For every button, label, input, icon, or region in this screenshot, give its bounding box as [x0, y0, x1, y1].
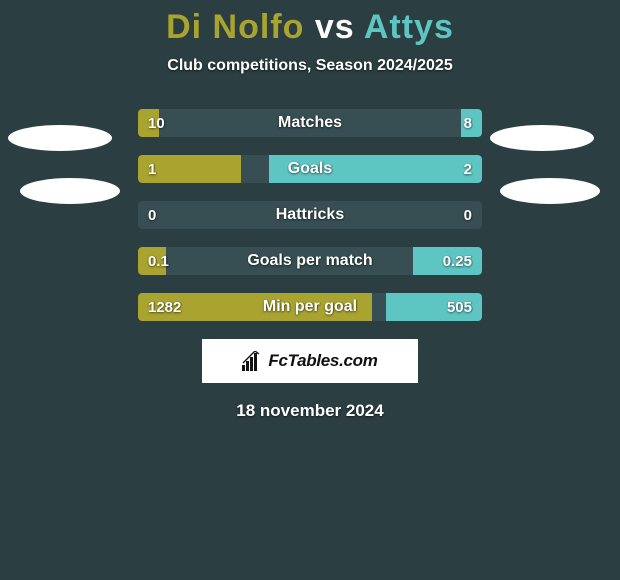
avatar-right-1 — [490, 125, 594, 151]
value-right: 8 — [464, 115, 472, 132]
player2-name: Attys — [364, 8, 454, 46]
stat-label: Min per goal — [138, 298, 482, 316]
stat-row: 1282Min per goal505 — [138, 293, 482, 321]
stat-label: Goals — [138, 160, 482, 178]
value-right: 0 — [464, 207, 472, 224]
stat-label: Matches — [138, 114, 482, 132]
logo-text: FcTables.com — [268, 351, 377, 371]
stat-row: 0Hattricks0 — [138, 201, 482, 229]
chart-icon — [242, 351, 264, 371]
stat-label: Goals per match — [138, 252, 482, 270]
avatar-left-2 — [20, 178, 120, 204]
vs-text: vs — [304, 8, 363, 46]
value-right: 0.25 — [443, 253, 472, 270]
value-right: 505 — [447, 299, 472, 316]
value-right: 2 — [464, 161, 472, 178]
stat-row: 10Matches8 — [138, 109, 482, 137]
avatar-right-2 — [500, 178, 600, 204]
page-title: Di Nolfo vs Attys — [0, 0, 620, 47]
fctables-logo[interactable]: FcTables.com — [202, 339, 418, 383]
player1-name: Di Nolfo — [166, 8, 304, 46]
comparison-chart: 10Matches8 1Goals2 0Hattricks0 0.1Goals per… — [0, 109, 620, 421]
avatar-left-1 — [8, 125, 112, 151]
stat-row: 1Goals2 — [138, 155, 482, 183]
date-text: 18 november 2024 — [0, 401, 620, 421]
subtitle: Club competitions, Season 2024/2025 — [0, 57, 620, 75]
stat-row: 0.1Goals per match0.25 — [138, 247, 482, 275]
stat-label: Hattricks — [138, 206, 482, 224]
